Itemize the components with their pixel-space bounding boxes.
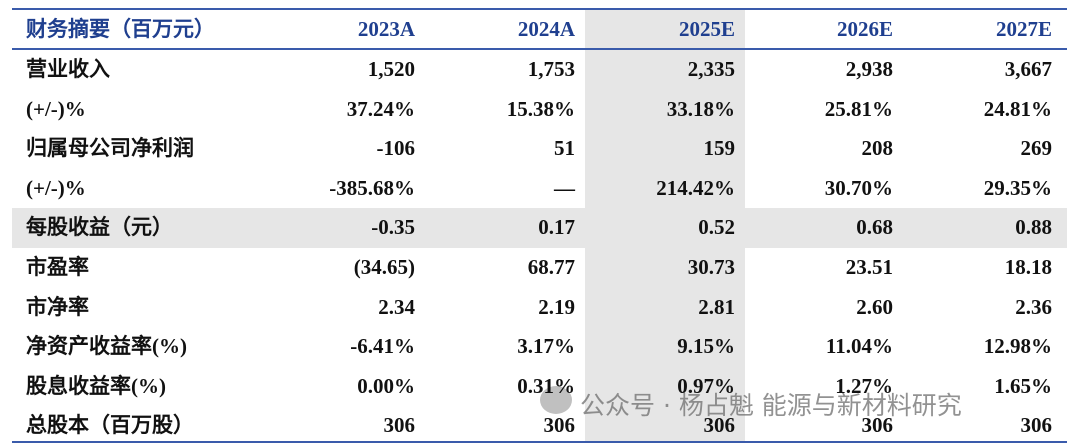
watermark: 公众号 · 杨占魁 能源与新材料研究 [580, 391, 962, 420]
cell-value: 18.18 [1004, 255, 1052, 279]
cell-value: 214.42% [656, 175, 735, 200]
cell-value: 37.24% [346, 96, 415, 121]
header-cell: 2027E [995, 17, 1052, 41]
header-cell: 2024A [517, 17, 575, 41]
cell-value: 33.18% [666, 96, 735, 121]
cell-value: 306 [703, 413, 736, 438]
cell-value: 2.81 [698, 294, 735, 319]
cell-value: 2.19 [538, 294, 575, 319]
cell-value: (34.65) [353, 255, 415, 279]
cell-value: 2.60 [856, 294, 893, 319]
top-rule [12, 8, 1067, 10]
cell-value: 0.52 [698, 215, 735, 240]
row-label: 每股收益（元） [26, 215, 173, 240]
cell-value: -106 [376, 136, 416, 161]
row-label: 市净率 [26, 294, 89, 319]
cell-value: — [554, 175, 575, 200]
row-label: 市盈率 [26, 255, 89, 279]
row-label: (+/-)% [26, 96, 86, 121]
cell-value: 1,753 [527, 57, 575, 81]
cell-value: 3,667 [1004, 57, 1052, 81]
cell-value: 30.70% [824, 175, 893, 200]
cell-value: 159 [703, 136, 736, 161]
header-cell: 2025E [678, 17, 735, 41]
cell-value: 25.81% [824, 96, 893, 121]
header-rule [12, 48, 1067, 50]
cell-value: 0.00% [357, 373, 415, 398]
cell-value: -0.35 [371, 215, 415, 240]
cell-value: 208 [861, 136, 894, 161]
cell-value: 11.04% [825, 334, 893, 359]
cell-value: 306 [861, 413, 894, 438]
bottom-rule [12, 441, 1067, 443]
cell-value: 0.31% [517, 373, 575, 398]
cell-value: 0.17 [538, 215, 575, 240]
cell-value: 1.65% [994, 373, 1052, 398]
cell-value: 0.68 [856, 215, 893, 240]
row-label: 营业收入 [26, 57, 110, 81]
highlight-row [12, 208, 1067, 248]
cell-value: 30.73 [687, 255, 735, 279]
cell-value: 2,335 [687, 57, 735, 81]
cell-value: 306 [383, 413, 416, 438]
cell-value: -6.41% [350, 334, 415, 359]
cell-value: 306 [1020, 413, 1053, 438]
cell-value: 0.97% [677, 373, 735, 398]
header-cell: 2023A [357, 17, 415, 41]
cell-value: 306 [543, 413, 576, 438]
cell-value: -385.68% [329, 175, 415, 200]
cell-value: 2.34 [378, 294, 415, 319]
cell-value: 29.35% [983, 175, 1052, 200]
cell-value: 15.38% [506, 96, 575, 121]
cell-value: 2,938 [845, 57, 893, 81]
header-cell: 2026E [836, 17, 893, 41]
cell-value: 9.15% [677, 334, 735, 359]
row-label: 归属母公司净利润 [26, 136, 194, 161]
cell-value: 269 [1020, 136, 1053, 161]
row-label: (+/-)% [26, 175, 86, 200]
cell-value: 3.17% [517, 334, 575, 359]
row-label: 净资产收益率(%) [26, 334, 187, 359]
cell-value: 1,520 [367, 57, 415, 81]
cell-value: 1.27% [835, 373, 893, 398]
row-label: 总股本（百万股） [26, 413, 194, 438]
cell-value: 23.51 [845, 255, 893, 279]
cell-value: 51 [554, 136, 575, 161]
header-title: 财务摘要（百万元） [26, 17, 215, 41]
cell-value: 12.98% [983, 334, 1052, 359]
cell-value: 2.36 [1015, 294, 1052, 319]
watermark-icon [540, 386, 572, 414]
row-label: 股息收益率(%) [26, 373, 166, 398]
cell-value: 0.88 [1015, 215, 1052, 240]
cell-value: 24.81% [983, 96, 1052, 121]
cell-value: 68.77 [527, 255, 575, 279]
